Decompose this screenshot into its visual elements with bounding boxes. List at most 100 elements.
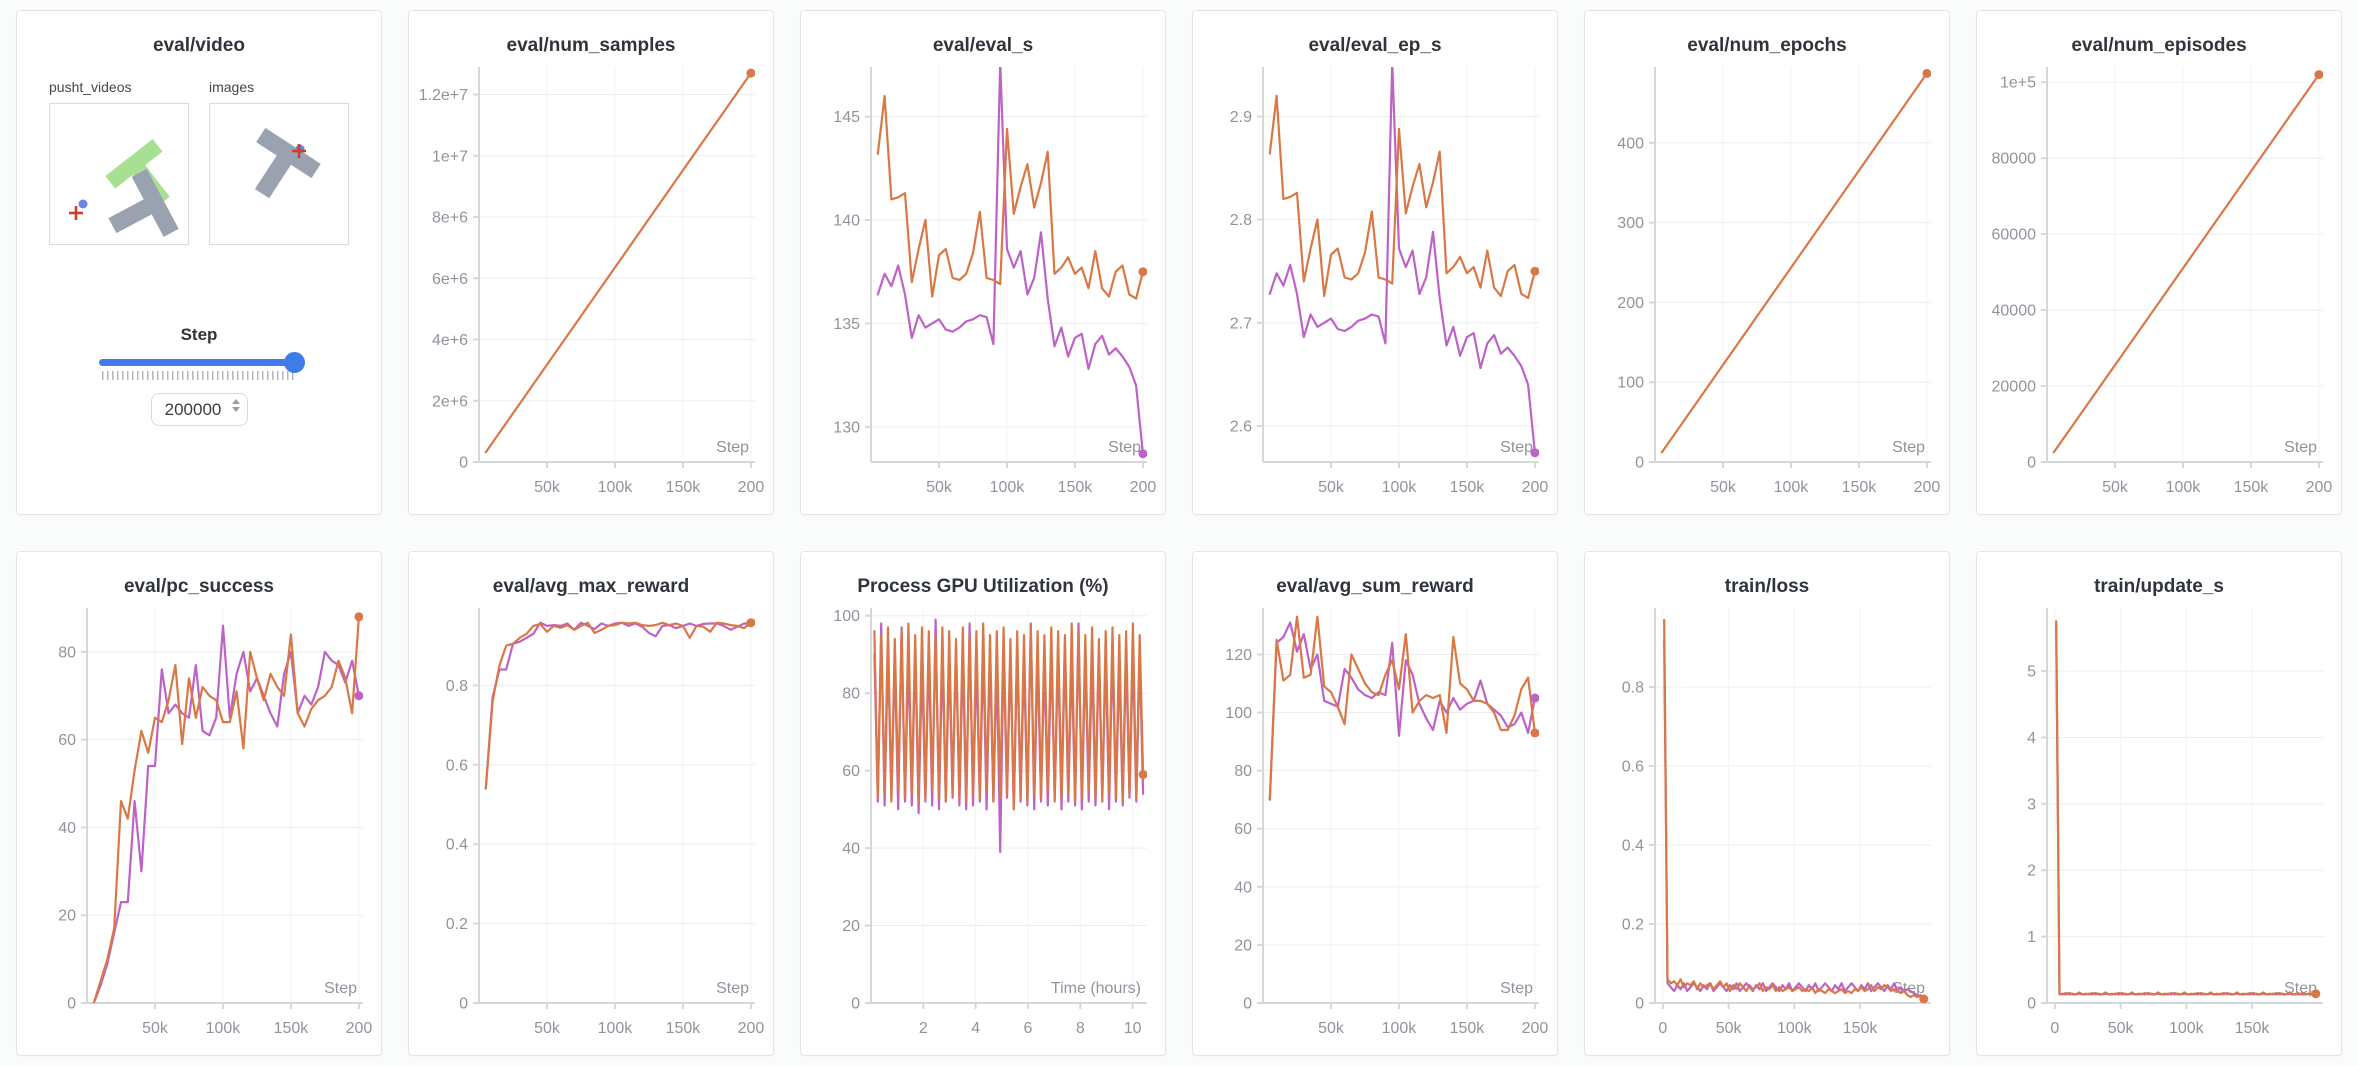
svg-text:200: 200 — [346, 1020, 373, 1037]
svg-text:100: 100 — [1617, 375, 1644, 392]
step-input-spinner[interactable] — [231, 399, 240, 412]
gray-block-t-icon — [108, 168, 179, 237]
chart-canvas[interactable]: 2.6 2.7 2.8 2.9 50k 100k 150k 200 Step — [1195, 57, 1553, 508]
chart-eval-num-episodes[interactable]: 0 20000 40000 60000 80000 1e+5 50k 100k 150k 200 S… — [1979, 57, 2337, 513]
panel-title: train/loss — [1724, 576, 1810, 597]
svg-text:150k: 150k — [666, 479, 702, 496]
svg-text:0.8: 0.8 — [1622, 680, 1644, 697]
chart-canvas[interactable]: 0 100 200 300 400 50k 100k 150k 200 Step — [1587, 57, 1945, 508]
chart-eval-eval-s[interactable]: 130 135 140 145 50k 100k 150k 200 Step — [803, 57, 1161, 513]
chart-canvas[interactable]: 0 20 40 60 80 100 120 50k 100k 150k 200 Step — [1195, 598, 1553, 1049]
goal-cross-icon — [69, 206, 83, 220]
svg-text:50k: 50k — [926, 479, 953, 496]
svg-text:150k: 150k — [1450, 479, 1486, 496]
step-slider[interactable] — [99, 352, 305, 380]
panel-title: train/update_s — [2094, 576, 2224, 597]
svg-text:60: 60 — [1234, 821, 1252, 838]
svg-text:20: 20 — [842, 918, 860, 935]
svg-text:1e+7: 1e+7 — [432, 148, 468, 165]
svg-text:100k: 100k — [1774, 479, 1810, 496]
slider-thumb[interactable] — [284, 352, 305, 373]
svg-text:1.2e+7: 1.2e+7 — [419, 87, 468, 104]
chart-eval-avg-max-reward[interactable]: 0 0.2 0.4 0.6 0.8 50k 100k 150k 200 Step — [411, 598, 769, 1054]
svg-text:0: 0 — [67, 996, 76, 1013]
svg-text:135: 135 — [833, 316, 860, 333]
spinner-down-icon[interactable] — [231, 407, 240, 412]
chart-canvas[interactable]: 130 135 140 145 50k 100k 150k 200 Step — [803, 57, 1161, 508]
pusht-scene-icon — [254, 127, 321, 199]
chart-train-loss[interactable]: 0 0.2 0.4 0.6 0.8 0 50k 100k 150k Step — [1587, 598, 1945, 1054]
svg-text:150k: 150k — [1842, 479, 1878, 496]
chart-canvas[interactable]: 0 20 40 60 80 100 2 4 6 8 10 Time (hours) — [803, 598, 1161, 1049]
svg-text:60: 60 — [842, 763, 860, 780]
images-thumbnail[interactable] — [209, 103, 349, 245]
panel-title: eval/avg_sum_reward — [1276, 576, 1474, 597]
svg-text:4: 4 — [2027, 730, 2036, 747]
svg-text:200: 200 — [1522, 479, 1549, 496]
svg-text:4: 4 — [971, 1020, 980, 1037]
panel-title: eval/eval_s — [932, 35, 1034, 56]
goal-cross-icon — [292, 144, 306, 158]
svg-text:2.7: 2.7 — [1230, 315, 1252, 332]
svg-text:0: 0 — [1243, 996, 1252, 1013]
svg-text:0.8: 0.8 — [446, 678, 468, 695]
slider-track[interactable] — [99, 352, 305, 373]
chart-eval-eval-ep-s[interactable]: 2.6 2.7 2.8 2.9 50k 100k 150k 200 Step — [1195, 57, 1553, 513]
panel-eval-num-episodes: eval/num_episodes 0 20000 40000 60000 80000 1… — [1976, 10, 2342, 515]
spinner-up-icon[interactable] — [231, 399, 240, 404]
chart-train-update-s[interactable]: 0 1 2 3 4 5 0 50k 100k 150k Step — [1979, 598, 2337, 1054]
svg-text:6: 6 — [1024, 1020, 1033, 1037]
svg-text:Step: Step — [1892, 439, 1925, 456]
svg-text:0.2: 0.2 — [1622, 917, 1644, 934]
svg-text:200: 200 — [1914, 479, 1941, 496]
svg-text:200: 200 — [1130, 479, 1157, 496]
chart-canvas[interactable]: 0 2e+6 4e+6 6e+6 8e+6 1e+7 1.2e+7 50k 100k 150k 20… — [411, 57, 769, 508]
svg-text:2: 2 — [2027, 863, 2036, 880]
svg-text:50k: 50k — [1716, 1020, 1743, 1037]
svg-text:0: 0 — [2027, 996, 2036, 1013]
svg-text:Step: Step — [1500, 980, 1533, 997]
svg-text:50k: 50k — [534, 1020, 561, 1037]
svg-text:120: 120 — [1225, 647, 1252, 664]
panel-title: eval/avg_max_reward — [492, 576, 690, 597]
chart-process-gpu-utilization[interactable]: 0 20 40 60 80 100 2 4 6 8 10 Time (hours) — [803, 598, 1161, 1054]
svg-text:3: 3 — [2027, 796, 2036, 813]
svg-text:8: 8 — [1076, 1020, 1085, 1037]
svg-text:150k: 150k — [1843, 1020, 1879, 1037]
pusht-video-thumbnail[interactable] — [49, 103, 189, 245]
svg-text:50k: 50k — [2102, 479, 2129, 496]
svg-text:1: 1 — [2027, 929, 2036, 946]
chart-eval-pc-success[interactable]: 0 20 40 60 80 50k 100k 150k 200 Step — [19, 598, 377, 1054]
panel-title: eval/eval_ep_s — [1308, 35, 1442, 56]
panel-process-gpu-utilization: Process GPU Utilization (%) 0 20 40 60 80 100… — [800, 551, 1166, 1056]
svg-text:80000: 80000 — [1992, 151, 2037, 168]
svg-text:200: 200 — [2306, 479, 2333, 496]
svg-text:100k: 100k — [598, 1020, 634, 1037]
step-number-input[interactable] — [150, 393, 248, 426]
panel-eval-eval-ep-s: eval/eval_ep_s 2.6 2.7 2.8 2.9 50k 100k 150k 20… — [1192, 10, 1558, 515]
svg-text:40000: 40000 — [1992, 303, 2037, 320]
chart-canvas[interactable]: 0 0.2 0.4 0.6 0.8 50k 100k 150k 200 Step — [411, 598, 769, 1049]
svg-text:200: 200 — [738, 1020, 765, 1037]
svg-text:100k: 100k — [598, 479, 634, 496]
slider-tick-ruler — [102, 371, 296, 380]
chart-eval-num-epochs[interactable]: 0 100 200 300 400 50k 100k 150k 200 Step — [1587, 57, 1945, 513]
svg-text:20: 20 — [1234, 937, 1252, 954]
svg-text:400: 400 — [1617, 135, 1644, 152]
chart-eval-num-samples[interactable]: 0 2e+6 4e+6 6e+6 8e+6 1e+7 1.2e+7 50k 100k 150k 20… — [411, 57, 769, 513]
svg-text:200: 200 — [1617, 295, 1644, 312]
svg-text:Step: Step — [1500, 439, 1533, 456]
svg-text:40: 40 — [1234, 879, 1252, 896]
chart-canvas[interactable]: 0 20 40 60 80 50k 100k 150k 200 Step — [19, 598, 377, 1049]
chart-eval-avg-sum-reward[interactable]: 0 20 40 60 80 100 120 50k 100k 150k 200 Step — [1195, 598, 1553, 1054]
chart-canvas[interactable]: 0 20000 40000 60000 80000 1e+5 50k 100k 150k 200 S… — [1979, 57, 2337, 508]
svg-text:130: 130 — [833, 419, 860, 436]
svg-text:150k: 150k — [1450, 1020, 1486, 1037]
panel-eval-num-epochs: eval/num_epochs 0 100 200 300 400 50k 100k 150k… — [1584, 10, 1950, 515]
svg-text:150k: 150k — [2235, 1020, 2271, 1037]
svg-text:0.4: 0.4 — [446, 837, 468, 854]
panel-eval-video: eval/video pusht_videos — [16, 10, 382, 515]
